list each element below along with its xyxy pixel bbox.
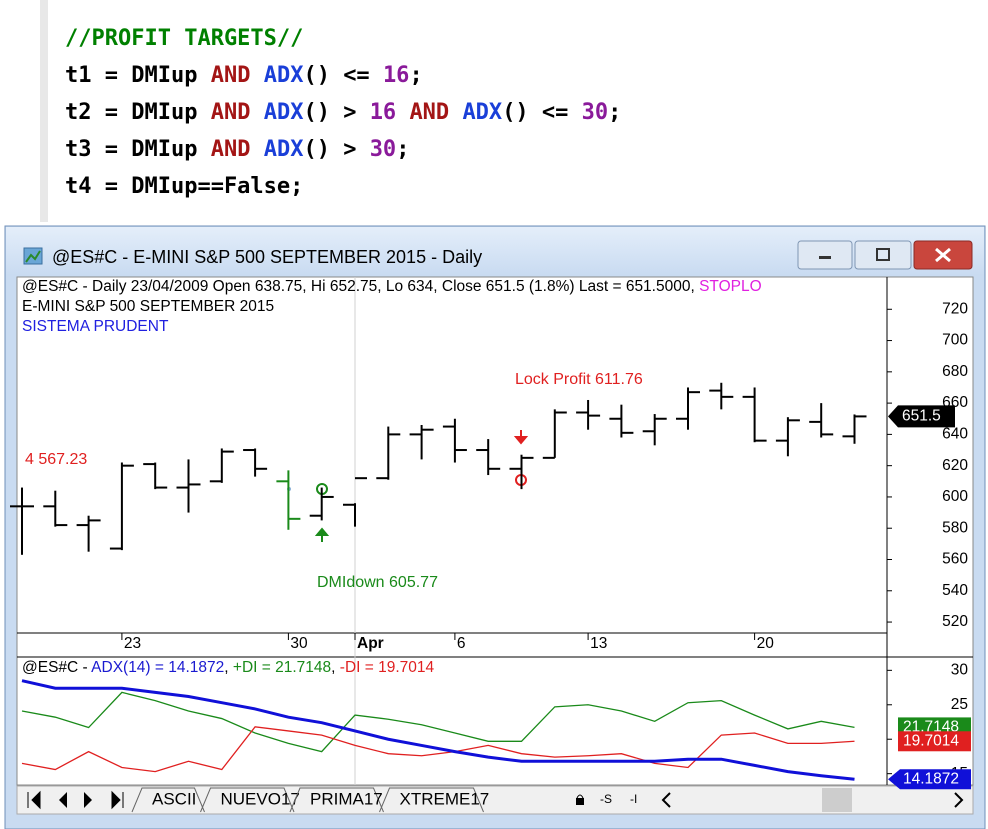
- y-tick-label: 680: [942, 363, 968, 380]
- pane-subtitle: E-MINI S&P 500 SEPTEMBER 2015: [22, 298, 274, 315]
- x-tick-label: 30: [290, 635, 308, 652]
- x-tick-label: 13: [590, 635, 607, 652]
- tab-label: XTREME17: [400, 789, 490, 808]
- y-tick-label: 540: [942, 582, 968, 599]
- y-tick-label: 560: [942, 551, 968, 568]
- minimize-icon: [819, 256, 831, 259]
- y-tick-label: 620: [942, 457, 968, 474]
- y-tick-label: 580: [942, 519, 968, 536]
- lock-icon[interactable]: [576, 798, 584, 805]
- y-tick-label: 30: [951, 661, 969, 678]
- header-segment: -DI = 19.7014: [340, 659, 435, 676]
- annotation: Lock Profit 611.76: [515, 371, 643, 388]
- tab-label: ASCII: [152, 789, 196, 808]
- page: { "code": {"lines": [ [{"text": "//PROFI…: [0, 0, 988, 829]
- tab-label: NUEVO17: [221, 789, 300, 808]
- header-segment: ,: [331, 659, 340, 676]
- y-tick-label: 25: [951, 696, 968, 713]
- header-segment: +DI = 21.7148: [233, 659, 331, 676]
- tab-label: PRIMA17: [310, 789, 383, 808]
- header-segment: @ES#C -: [22, 659, 91, 676]
- maximize-button[interactable]: [855, 241, 911, 269]
- x-tick-label: 20: [757, 635, 775, 652]
- pane-header: @ES#C - ADX(14) = 14.1872, +DI = 21.7148…: [22, 659, 435, 676]
- x-tick-label: 23: [124, 635, 141, 652]
- last-price-label: 651.5: [902, 407, 941, 424]
- value-tag-label: 19.7014: [903, 732, 959, 749]
- x-tick-label: Apr: [357, 635, 384, 652]
- scroll-thumb[interactable]: [822, 788, 852, 812]
- y-tick-label: 640: [942, 425, 968, 442]
- tab-label: -S: [600, 792, 612, 806]
- pane-header: @ES#C - Daily 23/04/2009 Open 638.75, Hi…: [22, 278, 762, 295]
- chart-area: [17, 277, 973, 785]
- chart-window: @ES#C - E-MINI S&P 500 SEPTEMBER 2015 - …: [0, 0, 988, 829]
- minimize-button[interactable]: [798, 241, 852, 269]
- header-segment: @ES#C - Daily 23/04/2009 Open 638.75, Hi…: [22, 278, 699, 295]
- annotation: DMIdown 605.77: [317, 574, 438, 591]
- y-tick-label: 520: [942, 613, 968, 630]
- tab-label: -I: [630, 792, 637, 806]
- value-tag-label: 14.1872: [903, 770, 959, 787]
- y-tick-label: 720: [942, 300, 968, 317]
- annotation: 4 567.23: [25, 451, 87, 468]
- x-tick-label: 6: [457, 635, 466, 652]
- window-title: @ES#C - E-MINI S&P 500 SEPTEMBER 2015 - …: [52, 247, 482, 267]
- header-segment: ,: [224, 659, 233, 676]
- y-tick-label: 700: [942, 332, 968, 349]
- header-segment: STOPLO: [699, 278, 762, 295]
- pane-subtitle: SISTEMA PRUDENT: [22, 318, 169, 335]
- y-tick-label: 600: [942, 488, 968, 505]
- header-segment: ADX(14) = 14.1872: [91, 659, 224, 676]
